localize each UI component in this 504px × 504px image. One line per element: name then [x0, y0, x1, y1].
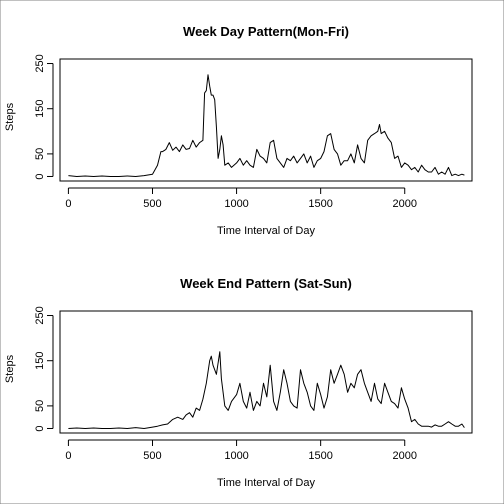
weekend-y-tick-label: 0	[34, 425, 46, 431]
weekend-x-tick-label: 1500	[308, 450, 332, 462]
weekday-x-tick-label: 1000	[224, 198, 248, 210]
weekend-x-tick-label: 2000	[392, 450, 416, 462]
weekday-x-tick-label: 0	[65, 198, 71, 210]
weekend-plot-frame	[59, 310, 473, 434]
weekday-x-tick-label: 1500	[308, 198, 332, 210]
weekday-series-line	[68, 74, 465, 177]
weekday-x-axis-label: Time Interval of Day	[217, 225, 316, 237]
weekday-panel: Week Day Pattern(Mon-Fri) Time Interval …	[4, 24, 473, 237]
weekday-y-tick-label: 250	[34, 54, 46, 72]
weekend-panel: Week End Pattern (Sat-Sun) Time Interval…	[4, 276, 473, 489]
weekend-x-tick-label: 0	[65, 450, 71, 462]
weekend-y-axis-label: Steps	[4, 354, 16, 383]
weekday-y-tick-label: 150	[34, 100, 46, 118]
weekend-series-line	[68, 351, 465, 429]
weekday-plot-frame	[59, 58, 473, 182]
weekend-marks: 0 500 1000 1500 2000 0 50 150 250	[34, 306, 465, 462]
weekday-y-tick-label: 0	[34, 173, 46, 179]
weekday-x-tick-label: 2000	[392, 198, 416, 210]
weekend-x-tick-label: 1000	[224, 450, 248, 462]
weekday-y-axis-label: Steps	[4, 102, 16, 131]
weekend-x-axis-label: Time Interval of Day	[217, 477, 316, 489]
weekend-y-tick-label: 150	[34, 352, 46, 370]
weekday-marks: 0 500 1000 1500 2000 0 50 150 250	[34, 54, 465, 210]
weekend-chart-title: Week End Pattern (Sat-Sun)	[180, 276, 352, 291]
weekend-y-tick-label: 250	[34, 306, 46, 324]
weekend-y-tick-label: 50	[34, 400, 46, 412]
weekday-x-tick-label: 500	[143, 198, 161, 210]
weekday-y-tick-label: 50	[34, 148, 46, 160]
weekend-x-tick-label: 500	[143, 450, 161, 462]
weekday-chart-title: Week Day Pattern(Mon-Fri)	[183, 24, 349, 39]
